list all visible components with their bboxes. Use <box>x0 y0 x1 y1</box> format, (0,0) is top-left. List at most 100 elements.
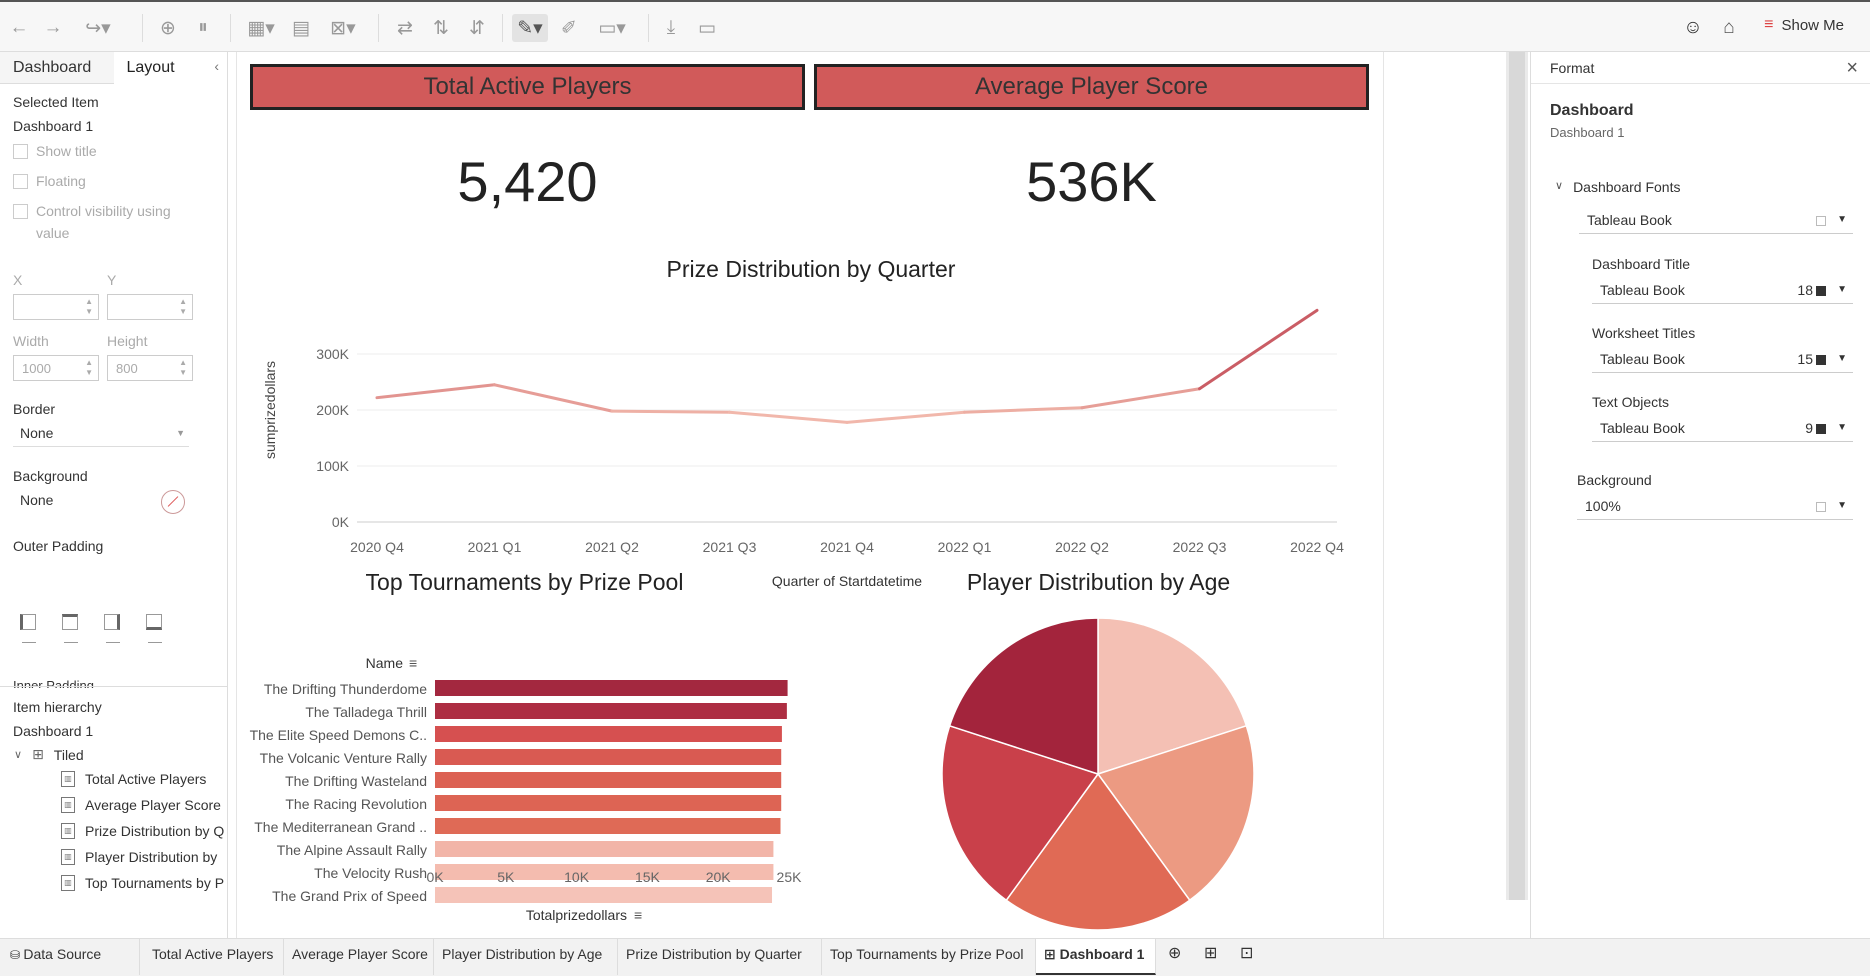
annotate-icon[interactable]: ✐ <box>561 17 577 39</box>
pad-right-icon[interactable] <box>104 614 120 630</box>
pause-icon[interactable]: ⏸ <box>198 17 208 38</box>
show-me-label: Show Me <box>1781 16 1844 34</box>
show-title-checkbox[interactable]: Show title <box>13 140 97 162</box>
kpi-average-player-score-value[interactable]: 536K <box>1026 150 1157 213</box>
width-input[interactable]: 1000 ▲ ▼ <box>13 355 99 381</box>
dashboard-icon: ⊞ <box>1044 946 1060 962</box>
tab-dashboard[interactable]: Dashboard <box>13 59 92 76</box>
new-dashboard-tab-icon[interactable]: ⊞ <box>1204 945 1218 962</box>
bar <box>435 772 782 788</box>
prize-distribution-line-chart[interactable]: 0K 100K 200K 300K sumprizedollars 2020 Q4 2021… <box>237 288 1385 604</box>
sort-icon: ≡ <box>409 655 417 671</box>
floating-label: Floating <box>36 173 86 189</box>
format-background-dropdown[interactable]: 100% ▼ <box>1577 494 1853 520</box>
tab-dashboard-1[interactable]: ⊞ Dashboard 1 <box>1036 939 1156 975</box>
show-me-button[interactable]: ≡ Show Me <box>1764 16 1844 34</box>
bar-category-label: The Mediterranean Grand .. <box>254 819 427 835</box>
no-color-icon[interactable] <box>161 490 185 514</box>
chevron-down-icon: ∨ <box>1555 180 1564 192</box>
bar-category-label: The Volcanic Venture Rally <box>260 750 427 766</box>
kpi-total-active-players-title[interactable]: Total Active Players <box>250 64 805 110</box>
fit-icon[interactable]: ▭▾ <box>598 17 626 39</box>
border-dropdown[interactable]: None ▼ <box>13 419 189 447</box>
floating-checkbox[interactable]: Floating <box>13 170 86 192</box>
new-worksheet-tab-icon[interactable]: ⊕ <box>1168 945 1182 962</box>
x-input[interactable]: ▲ ▼ <box>13 294 99 320</box>
x-axis-label: Totalprizedollars <box>526 907 627 923</box>
hierarchy-tiled[interactable]: ∨ ⊞ Tiled <box>14 746 84 763</box>
y-input[interactable]: ▲ ▼ <box>107 294 193 320</box>
new-story-tab-icon[interactable]: ⊡ <box>1240 945 1254 962</box>
x-tick-label: 2022 Q4 <box>1290 539 1344 555</box>
dashboard-title-font-dropdown[interactable]: Tableau Book 18 ▼ <box>1592 278 1853 304</box>
player-age-pie-chart[interactable] <box>812 612 1385 938</box>
tab-prize-distribution-by-quarter[interactable]: Prize Distribution by Quarter <box>618 939 822 975</box>
caret-down-icon: ▼ <box>1837 214 1847 225</box>
hierarchy-item[interactable]: ▥ Total Active Players <box>61 771 227 787</box>
tab-player-distribution-by-age[interactable]: Player Distribution by Age <box>434 939 618 975</box>
background-color-swatch[interactable] <box>1816 502 1826 512</box>
pad-top-icon[interactable] <box>62 614 78 630</box>
redo-icon[interactable]: ↪▾ <box>85 17 111 39</box>
show-title-label: Show title <box>36 143 97 159</box>
font-color-swatch[interactable] <box>1816 355 1826 365</box>
new-datasource-icon[interactable]: ⊕ <box>160 17 176 39</box>
font-color-swatch[interactable] <box>1816 286 1826 296</box>
height-input[interactable]: 800 ▲ ▼ <box>107 355 193 381</box>
sort-asc-icon[interactable]: ⇅ <box>433 17 449 39</box>
hierarchy-item[interactable]: ▥ Average Player Score <box>61 797 227 813</box>
pie-slice <box>1097 617 1248 776</box>
tab-total-active-players[interactable]: Total Active Players <box>144 939 284 975</box>
hierarchy-item[interactable]: ▥ Player Distribution by <box>61 849 227 865</box>
border-value: None <box>20 425 54 441</box>
x-tick-label: 2022 Q2 <box>1055 539 1109 555</box>
dashboard-fonts-section[interactable]: ∨ Dashboard Fonts <box>1555 179 1680 195</box>
tab-average-player-score[interactable]: Average Player Score <box>284 939 434 975</box>
pin-icon[interactable]: ⌂ <box>1723 17 1735 38</box>
caret-down-icon: ▼ <box>1837 422 1847 433</box>
scrollbar-thumb[interactable] <box>1509 52 1525 900</box>
back-icon[interactable]: ← <box>9 17 29 38</box>
hierarchy-item[interactable]: ▥ Top Tournaments by P <box>61 875 227 891</box>
x-tick-label: 2022 Q3 <box>1173 539 1227 555</box>
collapse-panel-icon[interactable]: ‹ <box>214 58 219 74</box>
download-icon[interactable]: ⤓ <box>666 17 676 38</box>
sort-desc-icon[interactable]: ⇵ <box>469 17 485 39</box>
bar-category-label: The Grand Prix of Speed <box>272 888 427 904</box>
kpi-total-active-players-value[interactable]: 5,420 <box>457 150 598 213</box>
left-panel-tabs: Dashboard Layout <box>0 52 227 84</box>
all-fonts-dropdown[interactable]: Tableau Book ▼ <box>1579 208 1853 234</box>
forward-icon[interactable]: → <box>43 17 63 38</box>
tab-top-tournaments-by-prize-pool[interactable]: Top Tournaments by Prize Pool <box>822 939 1036 975</box>
pad-left-icon[interactable] <box>20 614 36 630</box>
clear-icon[interactable]: ⊠▾ <box>330 17 356 39</box>
share-icon[interactable]: ☺ <box>1683 17 1703 38</box>
duplicate-icon[interactable]: ▤ <box>292 17 310 39</box>
text-objects-font-dropdown[interactable]: Tableau Book 9 ▼ <box>1592 416 1853 442</box>
bar-category-label: The Elite Speed Demons C.. <box>250 727 427 743</box>
kpi-average-player-score-title[interactable]: Average Player Score <box>814 64 1369 110</box>
font-color-swatch[interactable] <box>1816 424 1826 434</box>
new-worksheet-icon[interactable]: ▦▾ <box>247 17 275 39</box>
text-objects-font: Tableau Book <box>1600 420 1685 436</box>
show-me-icon: ≡ <box>1764 16 1774 33</box>
top-tournaments-bar-chart[interactable]: Name ≡ The Drifting Thunderdome The Tallade… <box>237 604 812 929</box>
hierarchy-item[interactable]: ▥ Prize Distribution by Q <box>61 823 227 839</box>
vertical-scrollbar[interactable] <box>1506 52 1528 900</box>
background-dropdown[interactable]: None <box>13 486 163 514</box>
hierarchy-heading: Item hierarchy <box>13 699 102 715</box>
bar <box>435 749 782 765</box>
swap-icon[interactable]: ⇄ <box>397 17 413 39</box>
tab-layout[interactable]: Layout <box>113 52 227 84</box>
x-tick-label: 0K <box>426 869 444 885</box>
hierarchy-root[interactable]: Dashboard 1 <box>13 723 94 739</box>
presentation-icon[interactable]: ▭ <box>698 17 716 39</box>
tab-data-source[interactable]: ⛁ Data Source <box>0 939 140 975</box>
background-label: Background <box>13 468 88 484</box>
close-icon[interactable]: × <box>1846 57 1858 79</box>
worksheet-titles-font-dropdown[interactable]: Tableau Book 15 ▼ <box>1592 347 1853 373</box>
highlight-icon[interactable]: ✎▾ <box>512 14 548 42</box>
control-visibility-checkbox[interactable]: Control visibility using value <box>13 200 213 244</box>
pad-bottom-icon[interactable] <box>146 614 162 630</box>
format-panel: Format × Dashboard Dashboard 1 ∨ Dashboa… <box>1530 52 1870 938</box>
